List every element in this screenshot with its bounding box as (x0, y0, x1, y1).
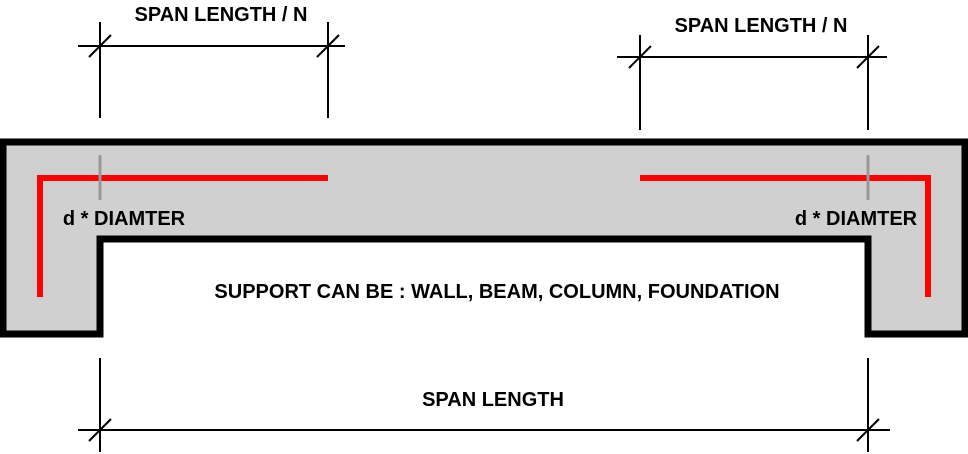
bottom-tick-left (88, 418, 112, 442)
left-anchorage-label: d * DIAMTER (63, 208, 186, 230)
concrete-section (0, 138, 968, 338)
bottom-tick-right (856, 418, 880, 442)
top-left-tick-left (88, 34, 112, 58)
support-note: SUPPORT CAN BE : WALL, BEAM, COLUMN, FOU… (214, 281, 779, 303)
bottom-dimension-label: SPAN LENGTH (422, 389, 564, 411)
top-right-dimension (617, 35, 887, 130)
left-reinforcement-bar (37, 175, 328, 297)
right-anchorage-label: d * DIAMTER (795, 208, 918, 230)
bottom-span-dimension (78, 358, 890, 452)
top-left-tick-right (316, 34, 340, 58)
top-right-dimension-label: SPAN LENGTH / N (675, 15, 848, 37)
top-left-dimension-label: SPAN LENGTH / N (135, 4, 308, 26)
top-left-dimension (78, 22, 345, 118)
right-reinforcement-bar (640, 175, 931, 297)
top-right-tick-left (628, 45, 652, 69)
top-right-tick-right (856, 45, 880, 69)
